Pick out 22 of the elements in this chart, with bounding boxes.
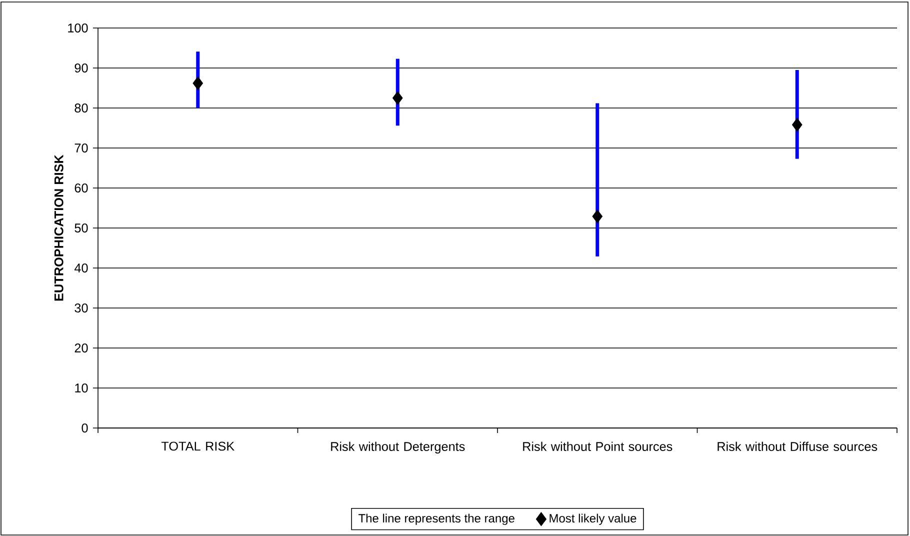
x-tick-label: TOTAL RISK: [161, 442, 234, 451]
x-tick-label: Risk without Diffuse sources: [718, 442, 878, 452]
point: [192, 76, 204, 90]
legend-title: The line represents the range: [358, 514, 514, 525]
y-axis-title: EUTROPHICATION RISK: [54, 154, 64, 301]
y-tick-label: 40: [74, 264, 88, 272]
y-tick-label: 10: [75, 384, 88, 392]
x-tick-label: Risk without Point sources: [523, 442, 672, 452]
y-tick-label: 100: [68, 24, 88, 32]
legend-label: Most likely value: [550, 514, 636, 525]
y-tick-label: 80: [74, 104, 88, 112]
y-tick-label: 30: [74, 304, 88, 312]
y-tick-label: 50: [74, 224, 88, 232]
y-tick-label: 60: [74, 184, 88, 192]
y-tick-label: 0: [82, 424, 88, 432]
y-tick-label: 20: [74, 344, 88, 352]
y-tick-label: 70: [74, 144, 88, 152]
x-tick-label: Risk without Detergents: [331, 442, 465, 454]
y-tick-label: 90: [74, 64, 88, 72]
point: [592, 210, 603, 224]
point: [392, 91, 403, 105]
point: [792, 118, 802, 132]
